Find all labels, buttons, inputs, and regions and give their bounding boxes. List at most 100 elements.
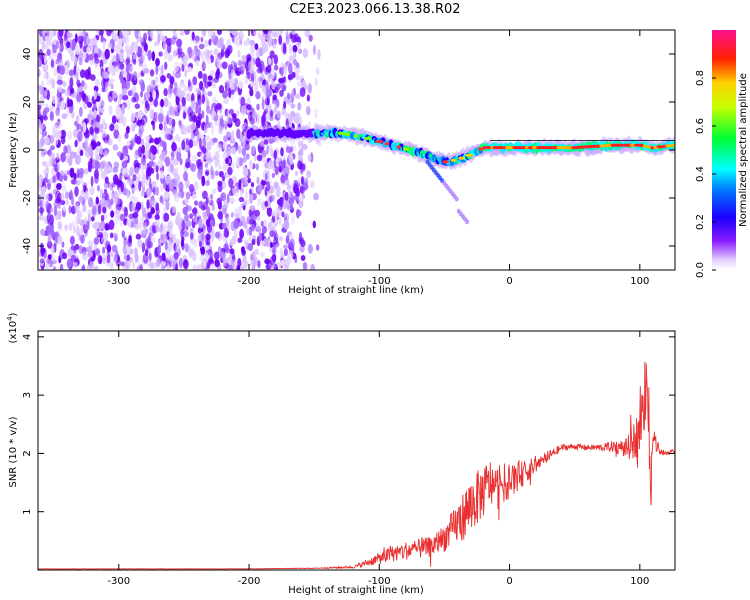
noise-speckle <box>244 199 250 206</box>
noise-speckle <box>150 207 155 215</box>
noise-speckle <box>52 43 57 54</box>
noise-speckle <box>241 177 248 186</box>
noise-speckle <box>224 49 230 59</box>
noise-speckle <box>149 145 156 154</box>
noise-speckle <box>261 180 267 186</box>
noise-speckle <box>273 236 279 245</box>
noise-speckle <box>281 211 285 218</box>
noise-speckle <box>38 68 41 77</box>
noise-speckle <box>262 42 269 53</box>
noise-speckle <box>226 146 232 156</box>
noise-speckle <box>129 166 134 177</box>
noise-speckle <box>246 104 252 111</box>
noise-speckle <box>43 115 48 121</box>
noise-speckle <box>215 231 220 239</box>
noise-speckle <box>202 73 207 84</box>
noise-speckle <box>232 175 237 182</box>
noise-speckle <box>52 95 56 105</box>
noise-speckle <box>175 136 181 142</box>
noise-speckle <box>222 164 228 171</box>
noise-speckle <box>185 178 190 189</box>
noise-speckle <box>205 244 210 252</box>
noise-speckle <box>207 91 213 97</box>
noise-speckle <box>217 30 222 36</box>
noise-speckle <box>95 196 100 205</box>
noise-speckle <box>289 204 294 211</box>
noise-speckle <box>195 119 201 129</box>
noise-speckle <box>313 192 319 201</box>
noise-speckle <box>285 257 292 266</box>
spectrogram-x-label: Height of straight line (km) <box>288 285 424 296</box>
noise-speckle <box>45 263 50 269</box>
noise-speckle <box>219 37 224 49</box>
noise-speckle <box>197 70 203 79</box>
noise-speckle <box>39 200 43 210</box>
snr-frame <box>37 330 676 571</box>
noise-speckle <box>167 117 173 126</box>
noise-speckle <box>198 43 205 50</box>
noise-speckle <box>66 258 72 269</box>
noise-speckle <box>166 110 171 117</box>
noise-speckle <box>99 145 104 156</box>
noise-speckle <box>48 178 53 185</box>
noise-speckle <box>99 192 103 201</box>
noise-speckle <box>289 238 295 249</box>
noise-speckle <box>268 72 272 79</box>
noise-speckle <box>91 160 96 169</box>
noise-speckle <box>96 141 101 147</box>
noise-speckle <box>149 109 155 120</box>
noise-speckle <box>252 250 256 261</box>
noise-speckle <box>50 245 55 255</box>
noise-speckle <box>185 220 192 228</box>
noise-speckle <box>265 112 270 121</box>
noise-speckle <box>125 125 130 134</box>
noise-speckle <box>129 45 134 55</box>
noise-speckle <box>223 243 229 252</box>
noise-speckle <box>57 221 62 229</box>
noise-speckle <box>73 261 78 268</box>
noise-speckle <box>207 81 212 87</box>
noise-speckle <box>122 149 129 157</box>
noise-speckle <box>180 124 186 135</box>
noise-speckle <box>74 155 81 165</box>
noise-speckle <box>38 109 41 119</box>
noise-speckle <box>38 207 45 214</box>
noise-speckle <box>255 222 260 231</box>
noise-speckle <box>201 30 207 36</box>
noise-speckle <box>191 155 198 163</box>
noise-speckle <box>113 128 120 139</box>
noise-speckle <box>43 73 47 80</box>
noise-speckle <box>207 30 214 38</box>
noise-speckle <box>288 55 294 62</box>
noise-speckle <box>288 250 294 261</box>
noise-speckle <box>283 244 288 250</box>
noise-speckle <box>130 123 134 129</box>
spectrogram-x-tick-label: 100 <box>630 276 649 287</box>
noise-speckle <box>209 250 214 259</box>
noise-speckle <box>60 192 65 201</box>
noise-speckle <box>64 224 69 231</box>
noise-speckle <box>90 175 94 187</box>
noise-speckle <box>151 180 157 188</box>
noise-speckle <box>149 261 155 270</box>
noise-speckle <box>288 63 293 74</box>
noise-speckle <box>61 241 65 248</box>
ridge-peak <box>442 160 450 164</box>
noise-speckle <box>165 199 170 210</box>
noise-speckle <box>164 132 171 140</box>
noise-speckle <box>230 92 234 101</box>
noise-speckle <box>238 196 245 203</box>
noise-speckle <box>140 229 147 239</box>
noise-speckle <box>56 79 63 86</box>
noise-speckle <box>68 69 74 77</box>
ridge-branch <box>465 219 470 225</box>
noise-speckle <box>170 151 174 158</box>
noise-speckle <box>141 144 146 154</box>
noise-speckle <box>135 201 142 211</box>
noise-speckle <box>131 96 137 103</box>
noise-speckle <box>60 100 66 110</box>
noise-speckle <box>165 156 171 167</box>
noise-speckle <box>181 63 185 72</box>
noise-speckle <box>222 90 229 99</box>
noise-speckle <box>277 120 281 127</box>
